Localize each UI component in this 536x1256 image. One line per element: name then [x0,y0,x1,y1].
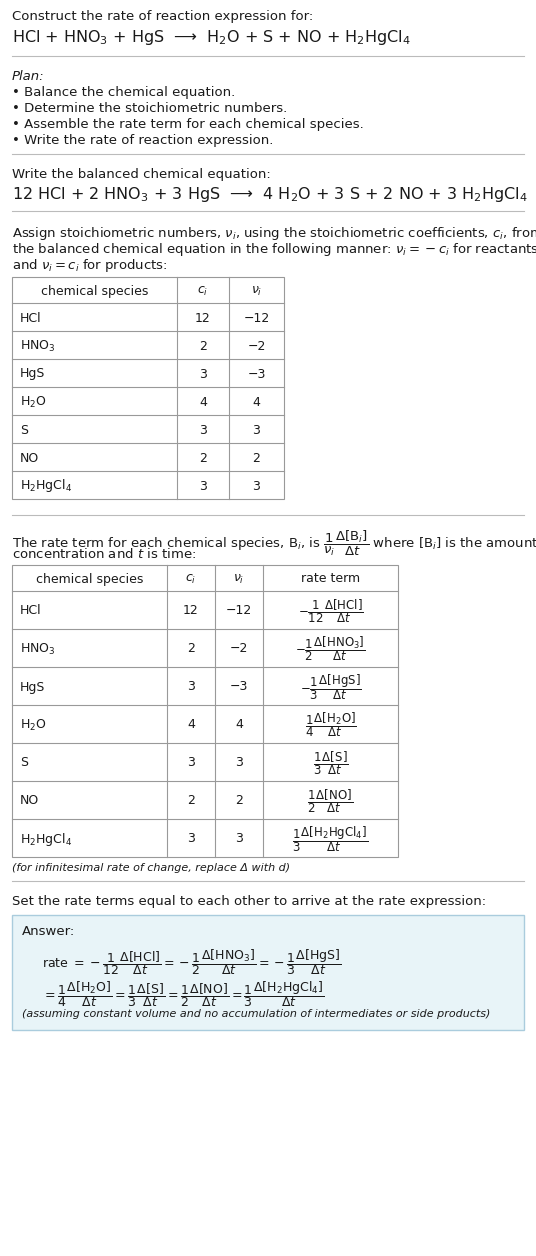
Text: $\nu_i$: $\nu_i$ [251,284,262,298]
Text: HgS: HgS [20,681,46,693]
Text: −2: −2 [247,339,266,353]
Text: chemical species: chemical species [36,573,143,585]
Text: −2: −2 [230,643,248,656]
Text: $-\dfrac{1}{2}\dfrac{\Delta[\mathrm{HNO_3}]}{\Delta t}$: $-\dfrac{1}{2}\dfrac{\Delta[\mathrm{HNO_… [295,634,366,663]
Text: S: S [20,756,28,770]
Text: 12: 12 [195,311,211,324]
Text: 3: 3 [187,756,195,770]
Text: H$_2$O: H$_2$O [20,717,47,732]
Text: • Assemble the rate term for each chemical species.: • Assemble the rate term for each chemic… [12,118,364,131]
Text: HNO$_3$: HNO$_3$ [20,642,56,657]
Bar [12,278,284,499]
Text: (assuming constant volume and no accumulation of intermediates or side products): (assuming constant volume and no accumul… [22,1009,490,1019]
Text: • Determine the stoichiometric numbers.: • Determine the stoichiometric numbers. [12,102,287,116]
Text: 4: 4 [199,396,207,408]
Text: the balanced chemical equation in the following manner: $\nu_i = -c_i$ for react: the balanced chemical equation in the fo… [12,241,536,257]
Text: HgS: HgS [20,368,46,381]
Text: 3: 3 [199,423,207,437]
Text: HNO$_3$: HNO$_3$ [20,338,56,353]
Text: Set the rate terms equal to each other to arrive at the rate expression:: Set the rate terms equal to each other t… [12,896,486,908]
Text: $\dfrac{1}{2}\dfrac{\Delta[\mathrm{NO}]}{\Delta t}$: $\dfrac{1}{2}\dfrac{\Delta[\mathrm{NO}]}… [308,788,354,815]
Text: • Balance the chemical equation.: • Balance the chemical equation. [12,85,235,99]
Text: $-\dfrac{1}{3}\dfrac{\Delta[\mathrm{HgS}]}{\Delta t}$: $-\dfrac{1}{3}\dfrac{\Delta[\mathrm{HgS}… [300,672,361,702]
Text: rate term: rate term [301,573,360,585]
Text: $-\dfrac{1}{12}\dfrac{\Delta[\mathrm{HCl}]}{\Delta t}$: $-\dfrac{1}{12}\dfrac{\Delta[\mathrm{HCl… [297,597,363,624]
Text: NO: NO [20,451,39,465]
Text: $\nu_i$: $\nu_i$ [233,573,245,585]
Text: • Write the rate of reaction expression.: • Write the rate of reaction expression. [12,134,273,147]
Text: NO: NO [20,795,39,808]
Text: 3: 3 [252,423,260,437]
Text: 3: 3 [252,480,260,492]
Text: $c_i$: $c_i$ [197,284,209,298]
Text: $= \dfrac{1}{4}\dfrac{\Delta[\mathrm{H_2O}]}{\Delta t} = \dfrac{1}{3}\dfrac{\Del: $= \dfrac{1}{4}\dfrac{\Delta[\mathrm{H_2… [42,978,325,1009]
Text: 4: 4 [187,718,195,731]
Text: 2: 2 [235,795,243,808]
Text: Construct the rate of reaction expression for:: Construct the rate of reaction expressio… [12,10,313,23]
Text: 2: 2 [199,451,207,465]
Text: −12: −12 [243,311,270,324]
Text: Plan:: Plan: [12,70,44,83]
Text: 4: 4 [252,396,260,408]
Text: 12 HCl + 2 HNO$_3$ + 3 HgS  ⟶  4 H$_2$O + 3 S + 2 NO + 3 H$_2$HgCl$_4$: 12 HCl + 2 HNO$_3$ + 3 HgS ⟶ 4 H$_2$O + … [12,185,528,203]
Text: −12: −12 [226,604,252,618]
Text: 4: 4 [235,718,243,731]
Text: Answer:: Answer: [22,924,75,938]
Text: 3: 3 [187,833,195,845]
Text: HCl + HNO$_3$ + HgS  ⟶  H$_2$O + S + NO + H$_2$HgCl$_4$: HCl + HNO$_3$ + HgS ⟶ H$_2$O + S + NO + … [12,28,411,46]
Text: chemical species: chemical species [41,285,148,298]
Text: (for infinitesimal rate of change, replace Δ with d): (for infinitesimal rate of change, repla… [12,863,290,873]
Text: 3: 3 [199,368,207,381]
Text: S: S [20,423,28,437]
Text: $\dfrac{1}{4}\dfrac{\Delta[\mathrm{H_2O}]}{\Delta t}$: $\dfrac{1}{4}\dfrac{\Delta[\mathrm{H_2O}… [304,711,356,740]
Text: $\dfrac{1}{3}\dfrac{\Delta[\mathrm{S}]}{\Delta t}$: $\dfrac{1}{3}\dfrac{\Delta[\mathrm{S}]}{… [312,749,348,777]
Text: H$_2$HgCl$_4$: H$_2$HgCl$_4$ [20,830,72,848]
Text: 2: 2 [187,795,195,808]
Text: Assign stoichiometric numbers, $\nu_i$, using the stoichiometric coefficients, $: Assign stoichiometric numbers, $\nu_i$, … [12,225,536,242]
Text: H$_2$O: H$_2$O [20,394,47,409]
Text: and $\nu_i = c_i$ for products:: and $\nu_i = c_i$ for products: [12,257,168,274]
Text: The rate term for each chemical species, B$_i$, is $\dfrac{1}{\nu_i}\dfrac{\Delt: The rate term for each chemical species,… [12,529,536,559]
Text: 2: 2 [252,451,260,465]
Text: 3: 3 [187,681,195,693]
Text: HCl: HCl [20,604,42,618]
Text: 3: 3 [235,833,243,845]
Text: 2: 2 [187,643,195,656]
Text: 3: 3 [199,480,207,492]
Text: H$_2$HgCl$_4$: H$_2$HgCl$_4$ [20,477,72,495]
Text: $\dfrac{1}{3}\dfrac{\Delta[\mathrm{H_2HgCl_4}]}{\Delta t}$: $\dfrac{1}{3}\dfrac{\Delta[\mathrm{H_2Hg… [293,824,369,854]
Text: rate $= -\dfrac{1}{12}\dfrac{\Delta[\mathrm{HCl}]}{\Delta t} = -\dfrac{1}{2}\dfr: rate $= -\dfrac{1}{12}\dfrac{\Delta[\mat… [42,947,341,977]
Text: HCl: HCl [20,311,42,324]
Bar [12,565,398,857]
Text: 2: 2 [199,339,207,353]
Bar [12,916,524,1030]
Text: 12: 12 [183,604,199,618]
Text: Write the balanced chemical equation:: Write the balanced chemical equation: [12,168,271,181]
Text: −3: −3 [230,681,248,693]
Text: concentration and $t$ is time:: concentration and $t$ is time: [12,548,196,561]
Text: 3: 3 [235,756,243,770]
Text: −3: −3 [247,368,266,381]
Text: $c_i$: $c_i$ [185,573,197,585]
